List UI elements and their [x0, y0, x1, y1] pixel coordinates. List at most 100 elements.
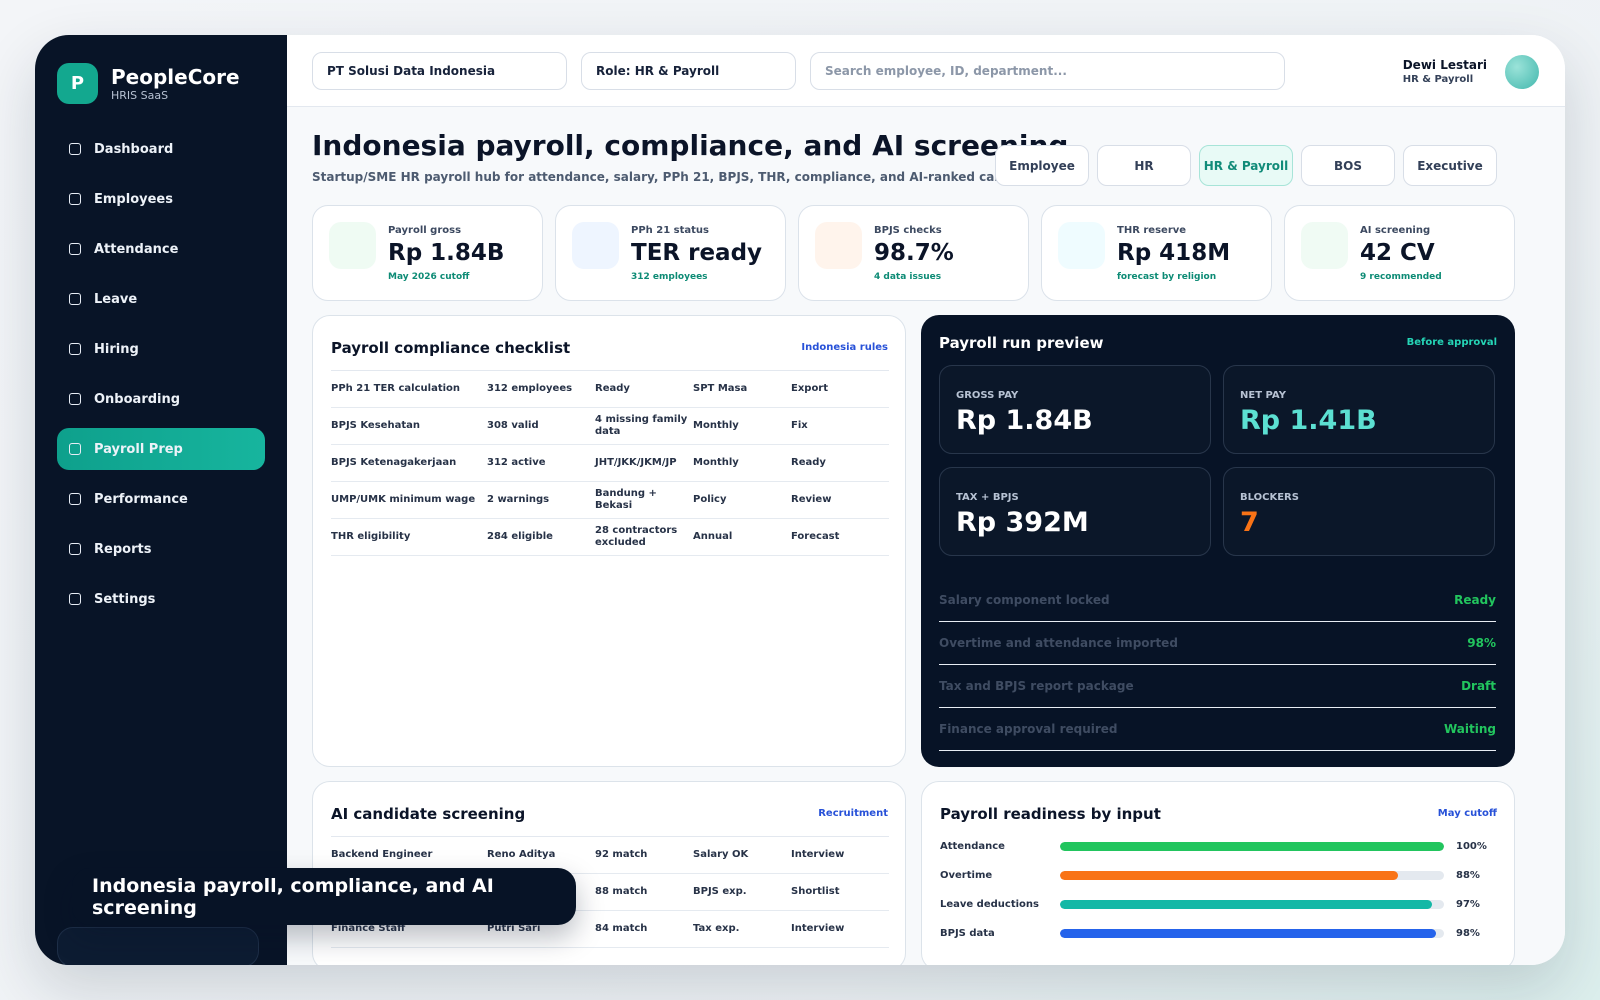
tab-hr[interactable]: HR [1097, 145, 1191, 186]
table-row[interactable]: Backend Engineer Reno Aditya 92 match Salar… [331, 837, 889, 874]
avatar[interactable] [1505, 55, 1539, 89]
sidebar-item-hiring[interactable]: Hiring [57, 328, 265, 370]
main-content: PT Solusi Data Indonesia Role: HR & Payr… [287, 35, 1565, 965]
page-toast: Indonesia payroll, compliance, and AI sc… [72, 868, 576, 925]
table-cell: Reno Aditya [487, 849, 556, 860]
stat-value: 7 [1240, 507, 1259, 538]
kpi-card-pph21-status[interactable]: PPh 21 status TER ready 312 employees [555, 205, 786, 301]
gross-pay-card: GROSS PAY Rp 1.84B [939, 365, 1211, 454]
sidebar-item-employees[interactable]: Employees [57, 178, 265, 220]
company-selector[interactable]: PT Solusi Data Indonesia [312, 52, 567, 90]
blockers-card: BLOCKERS 7 [1223, 467, 1495, 556]
list-item[interactable]: Salary component locked Ready [939, 579, 1496, 622]
table-row[interactable]: PPh 21 TER calculation 312 employees Ready… [331, 371, 889, 408]
check-label: Salary component locked [939, 593, 1110, 607]
compliance-table: PPh 21 TER calculation 312 employees Ready… [331, 370, 889, 556]
table-cell: Salary OK [693, 849, 749, 860]
table-row[interactable]: BPJS Kesehatan 308 valid 4 missing family … [331, 408, 889, 445]
square-icon [69, 593, 81, 605]
kpi-icon [329, 222, 376, 269]
table-cell: BPJS exp. [693, 886, 747, 897]
recruitment-link[interactable]: Recruitment [818, 808, 888, 819]
table-cell: Review [791, 494, 832, 505]
square-icon [69, 143, 81, 155]
table-cell: Shortlist [791, 886, 840, 897]
readiness-value: 100% [1456, 841, 1487, 852]
table-row[interactable]: UMP/UMK minimum wage 2 warnings Bandung + … [331, 482, 889, 519]
sidebar-item-attendance[interactable]: Attendance [57, 228, 265, 270]
sidebar-item-settings[interactable]: Settings [57, 578, 265, 620]
panel-title: Payroll readiness by input [940, 805, 1161, 823]
sidebar-item-reports[interactable]: Reports [57, 528, 265, 570]
indonesia-rules-link[interactable]: Indonesia rules [801, 342, 888, 353]
table-cell: 84 match [595, 923, 648, 934]
table-cell: 308 valid [487, 420, 539, 431]
sidebar-item-label: Leave [94, 291, 138, 307]
kpi-label: Payroll gross [388, 225, 462, 236]
check-status: Waiting [1443, 722, 1496, 736]
square-icon [69, 193, 81, 205]
table-cell: BPJS Ketenagakerjaan [331, 457, 457, 468]
kpi-note: forecast by religion [1117, 272, 1217, 282]
kpi-value: 42 CV [1360, 240, 1435, 266]
sidebar-item-label: Attendance [94, 241, 179, 257]
sidebar-item-leave[interactable]: Leave [57, 278, 265, 320]
progress-fill [1060, 929, 1437, 938]
table-cell: 312 active [487, 457, 546, 468]
sidebar-item-dashboard[interactable]: Dashboard [57, 128, 265, 170]
search-input[interactable]: Search employee, ID, department... [810, 52, 1285, 90]
kpi-note: 4 data issues [874, 272, 942, 282]
sidebar: P PeopleCore HRIS SaaS Dashboard Employe… [35, 35, 287, 965]
table-cell: 28 contractors excluded [595, 525, 678, 548]
kpi-card-payroll-gross[interactable]: Payroll gross Rp 1.84B May 2026 cutoff [312, 205, 543, 301]
readiness-label: BPJS data [940, 928, 995, 939]
table-cell: PPh 21 TER calculation [331, 383, 461, 394]
kpi-card-ai-screening[interactable]: AI screening 42 CV 9 recommended [1284, 205, 1515, 301]
kpi-row: Payroll gross Rp 1.84B May 2026 cutoff PPh… [312, 205, 1515, 301]
readiness-label: Attendance [940, 841, 1005, 852]
payroll-compliance-panel: Payroll compliance checklist Indonesia r… [312, 315, 906, 767]
sidebar-item-payroll-prep[interactable]: Payroll Prep [57, 428, 265, 470]
role-selector[interactable]: Role: HR & Payroll [581, 52, 796, 90]
sidebar-item-onboarding[interactable]: Onboarding [57, 378, 265, 420]
table-cell: BPJS Kesehatan [331, 420, 420, 431]
table-row[interactable]: 88 match BPJS exp. Shortlist [331, 874, 889, 911]
tab-executive[interactable]: Executive [1403, 145, 1497, 186]
list-item[interactable]: Finance approval required Waiting [939, 708, 1496, 751]
kpi-note: 9 recommended [1360, 272, 1442, 282]
sidebar-item-performance[interactable]: Performance [57, 478, 265, 520]
may-cutoff-link[interactable]: May cutoff [1437, 808, 1497, 819]
table-row[interactable]: BPJS Ketenagakerjaan 312 active JHT/JKK/JK… [331, 445, 889, 482]
list-item[interactable]: Overtime and attendance imported 98% [939, 622, 1496, 665]
panel-title: AI candidate screening [331, 805, 526, 823]
table-cell: 2 warnings [487, 494, 550, 505]
search-placeholder: Search employee, ID, department... [825, 64, 1067, 78]
kpi-note: May 2026 cutoff [388, 272, 470, 282]
square-icon [69, 293, 81, 305]
user-menu[interactable]: Dewi Lestari HR & Payroll [1403, 55, 1539, 89]
readiness-value: 98% [1456, 928, 1480, 939]
app-window: P PeopleCore HRIS SaaS Dashboard Employe… [35, 35, 1565, 965]
table-row[interactable]: Finance Staff Putri Sari 84 match Tax exp. I… [331, 911, 889, 948]
kpi-icon [572, 222, 619, 269]
kpi-card-bpjs-checks[interactable]: BPJS checks 98.7% 4 data issues [798, 205, 1029, 301]
sidebar-item-label: Dashboard [94, 141, 174, 157]
table-cell: Policy [693, 494, 727, 505]
stat-label: TAX + BPJS [956, 492, 1019, 503]
payroll-check-list: Salary component locked Ready Overtime an… [939, 579, 1496, 751]
table-cell: Finance Staff [331, 923, 406, 934]
kpi-card-thr-reserve[interactable]: THR reserve Rp 418M forecast by religion [1041, 205, 1272, 301]
tab-employee[interactable]: Employee [995, 145, 1089, 186]
table-row[interactable]: THR eligibility 284 eligible 28 contractor… [331, 519, 889, 556]
table-cell: Export [791, 383, 829, 394]
check-status: 98% [1467, 636, 1496, 650]
tab-bos[interactable]: BOS [1301, 145, 1395, 186]
list-item[interactable]: Tax and BPJS report package Draft [939, 665, 1496, 708]
check-label: Overtime and attendance imported [939, 636, 1178, 650]
user-role: HR & Payroll [1402, 73, 1474, 85]
table-cell: Backend Engineer [331, 849, 433, 860]
tab-hr-payroll[interactable]: HR & Payroll [1199, 145, 1293, 186]
sidebar-bottom-card[interactable] [57, 927, 259, 965]
brand-logo: P [57, 63, 98, 104]
before-approval-link[interactable]: Before approval [1406, 337, 1497, 348]
